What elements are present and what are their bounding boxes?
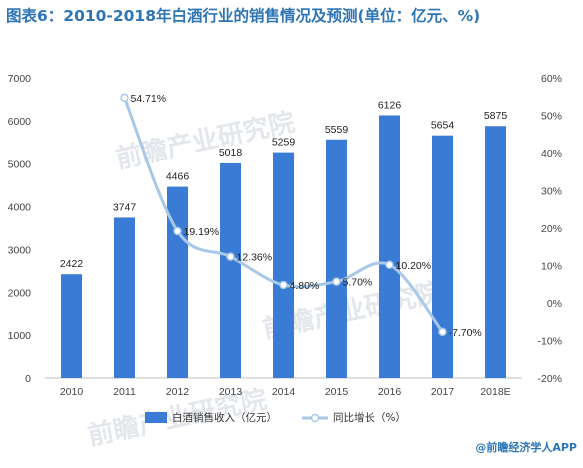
bar-data-label: 3747 [113,201,137,213]
bar-data-label: 2422 [60,258,84,270]
y-tick-left: 4000 [8,202,32,214]
line-data-label: 4.80% [290,280,320,292]
line-data-label: 19.19% [184,226,220,238]
x-tick: 2015 [325,386,349,398]
line-data-label: 10.20% [396,260,432,272]
x-tick: 2014 [272,386,296,398]
line-point [438,327,447,337]
bar [220,162,241,378]
bar-data-label: 5259 [272,137,296,149]
legend-bar-label: 白酒销售收入（亿元） [172,411,277,424]
y-tick-left: 6000 [8,116,32,128]
bar [485,126,506,378]
x-tick: 2012 [166,386,190,398]
line-point [120,93,129,103]
bar [273,152,294,378]
y-tick-right: -20% [537,373,562,385]
chart-title: 图表6：2010-2018年白酒行业的销售情况及预测(单位：亿元、%) [6,7,481,25]
line-data-label: 5.70% [343,277,373,289]
y-tick-right: 40% [541,148,562,160]
y-tick-right: -10% [537,336,562,348]
line-point [385,260,394,269]
legend-line-label: 同比增长（%） [333,411,406,424]
y-tick-right: 50% [541,111,562,123]
bar [167,186,188,378]
line-point [226,252,235,261]
y-tick-left: 1000 [8,330,32,342]
line-point [332,277,341,286]
bar [114,217,135,378]
x-tick: 2016 [378,386,402,398]
line-point [279,280,288,290]
line-data-label: 12.36% [237,252,273,264]
y-tick-left: 3000 [8,244,32,256]
bar-data-label: 6126 [378,99,402,111]
y-tick-left: 0 [25,373,31,385]
x-tick: 2018E [480,386,510,398]
y-tick-right: 10% [541,261,562,273]
y-tick-right: 30% [541,186,562,198]
legend-bar-swatch [145,412,167,423]
line-data-label: 54.71% [131,93,167,105]
line-data-label: -7.70% [449,327,482,339]
y-tick-left: 2000 [8,287,32,299]
x-tick: 2017 [431,386,455,398]
x-tick: 2013 [219,386,243,398]
bar-data-label: 5018 [219,147,243,159]
line-point [173,226,182,236]
y-tick-right: 0% [547,298,562,310]
bar-data-label: 5559 [325,124,349,136]
y-tick-left: 7000 [8,73,32,85]
bar-data-label: 5654 [431,120,455,132]
y-tick-left: 5000 [8,159,32,171]
bar [61,274,82,378]
legend-line-marker [310,413,320,423]
bar-data-label: 5875 [484,110,508,122]
x-tick: 2011 [113,386,136,398]
bar [379,115,400,378]
y-tick-right: 20% [541,223,562,235]
bar [432,135,453,378]
x-tick: 2010 [60,386,84,398]
source-label: @前瞻经济学人APP [475,440,577,454]
bar-data-label: 4466 [166,171,190,183]
bar [326,139,347,378]
y-tick-right: 60% [541,73,562,85]
